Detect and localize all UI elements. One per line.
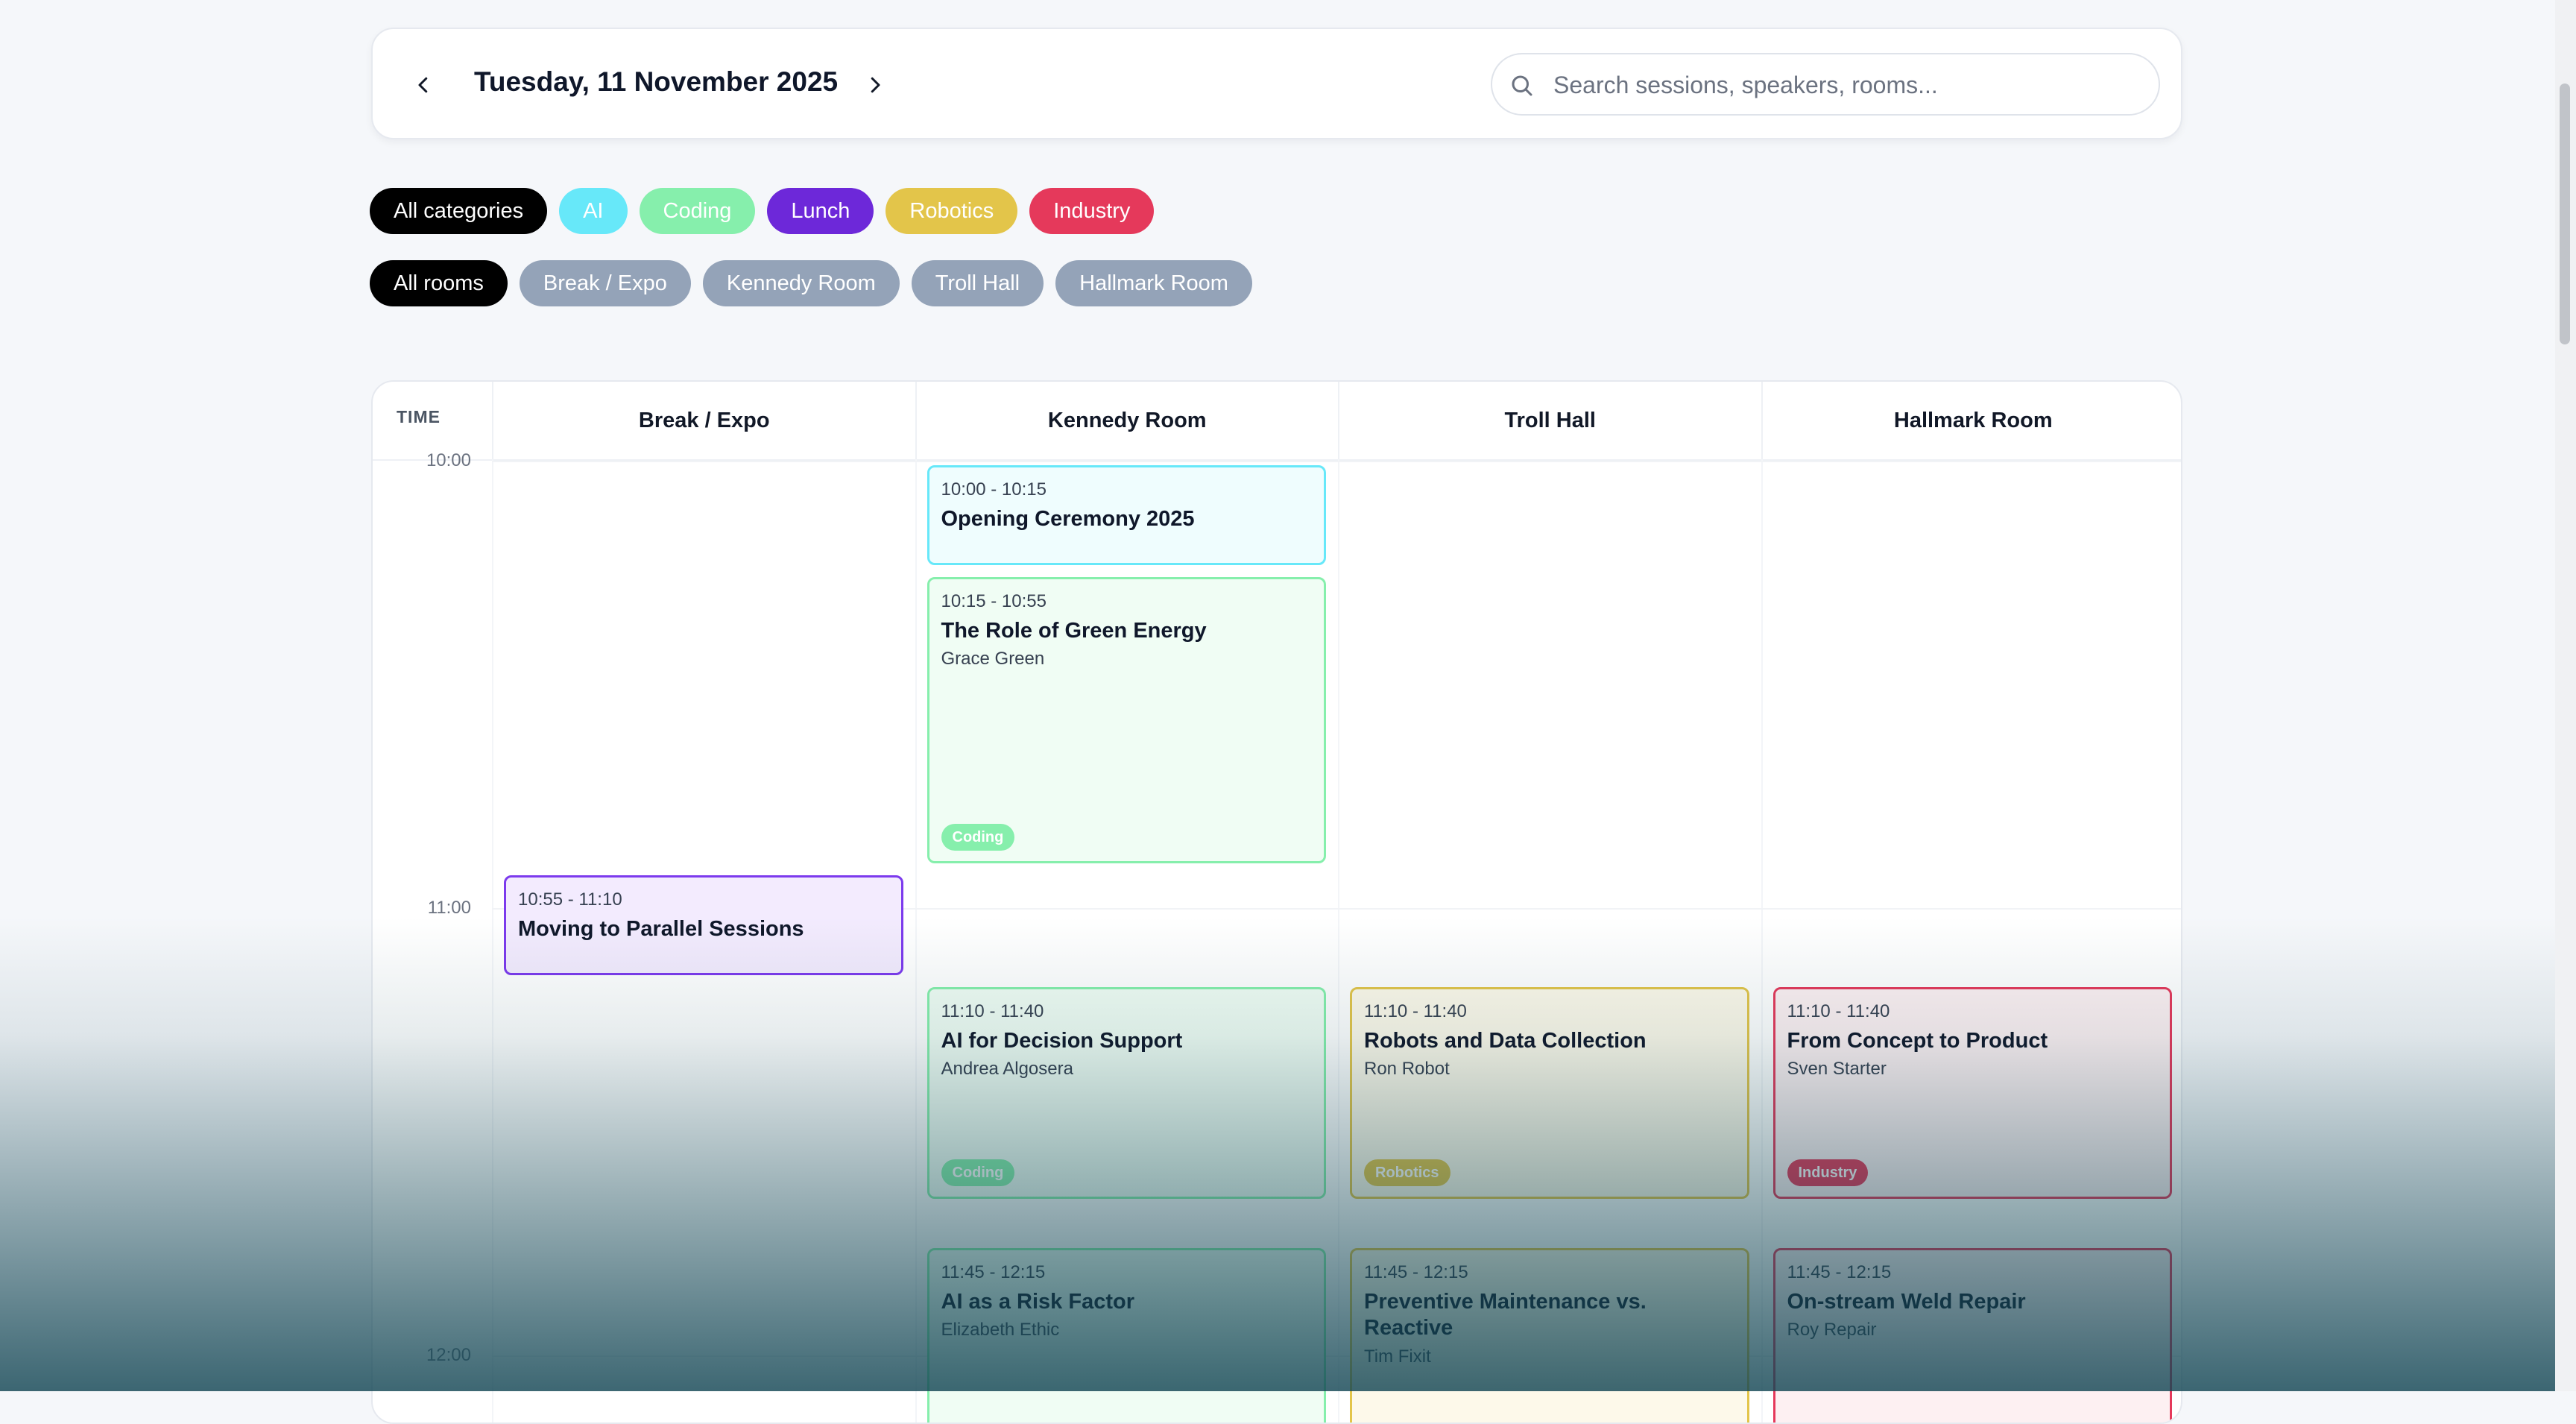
session-speaker: Andrea Algosera <box>941 1059 1073 1080</box>
category-chip-industry[interactable]: Industry <box>1029 188 1155 234</box>
session-card[interactable]: 11:45 - 12:15 Preventive Maintenance vs. … <box>1350 1248 1749 1423</box>
schedule-grid: TIME Break / Expo Kennedy Room Troll Hall H… <box>371 380 2182 1424</box>
room-header-kennedy-room: Kennedy Room <box>915 382 1339 459</box>
room-header-troll-hall: Troll Hall <box>1338 382 1761 459</box>
previous-day-button[interactable] <box>401 63 446 107</box>
session-speaker: Sven Starter <box>1787 1059 1887 1080</box>
chevron-right-icon <box>871 77 880 93</box>
time-column-header: TIME <box>397 407 441 426</box>
room-header-break-expo: Break / Expo <box>492 382 915 459</box>
session-title: AI for Decision Support <box>941 1029 1183 1053</box>
search-icon <box>1512 75 1532 96</box>
category-chip-lunch[interactable]: Lunch <box>767 188 874 234</box>
room-chip-all-rooms[interactable]: All rooms <box>370 260 508 306</box>
session-category-badge: Coding <box>941 824 1015 851</box>
session-title: Robots and Data Collection <box>1364 1029 1647 1053</box>
session-card[interactable]: 10:15 - 10:55 The Role of Green Energy Gra… <box>926 577 1326 863</box>
session-card[interactable]: 11:10 - 11:40 AI for Decision Support Andr… <box>926 987 1326 1199</box>
session-category-badge: Industry <box>1787 1159 1869 1186</box>
grid-header: TIME Break / Expo Kennedy Room Troll Hall H… <box>373 382 2181 461</box>
room-filter-row: All rooms Break / Expo Kennedy Room Troll H… <box>370 260 1252 306</box>
room-chip-troll-hall[interactable]: Troll Hall <box>911 260 1044 306</box>
session-time: 11:45 - 12:15 <box>1364 1262 1468 1282</box>
session-time: 10:00 - 10:15 <box>941 479 1046 500</box>
session-time: 11:10 - 11:40 <box>1364 1001 1467 1021</box>
date-header-card: Tuesday, 11 November 2025 <box>371 28 2182 139</box>
session-title: The Role of Green Energy <box>941 619 1207 643</box>
category-chip-all-categories[interactable]: All categories <box>370 188 548 234</box>
session-card[interactable]: 11:45 - 12:15 On-stream Weld Repair Roy Re… <box>1772 1248 2172 1423</box>
column-divider <box>1338 459 1339 1423</box>
time-label: 10:00 <box>426 450 471 470</box>
time-label: 12:00 <box>426 1345 471 1365</box>
session-time: 10:55 - 11:10 <box>518 889 622 910</box>
room-chip-hallmark-room[interactable]: Hallmark Room <box>1055 260 1252 306</box>
session-card[interactable]: 11:10 - 11:40 From Concept to Product Sven… <box>1772 987 2172 1199</box>
hour-line <box>492 908 2181 910</box>
category-chip-ai[interactable]: AI <box>559 188 628 234</box>
scrollbar-thumb[interactable] <box>2560 84 2570 344</box>
session-card[interactable]: 11:45 - 12:15 AI as a Risk Factor Elizabet… <box>926 1248 1326 1423</box>
session-speaker: Tim Fixit <box>1364 1346 1431 1367</box>
session-time: 11:45 - 12:15 <box>941 1262 1046 1282</box>
session-time: 11:10 - 11:40 <box>941 1001 1044 1021</box>
session-speaker: Roy Repair <box>1787 1320 1877 1340</box>
column-divider <box>1761 459 1763 1423</box>
session-title: Opening Ceremony 2025 <box>941 507 1195 531</box>
session-title: Moving to Parallel Sessions <box>518 917 804 941</box>
session-category-badge: Robotics <box>1364 1159 1450 1186</box>
session-speaker: Grace Green <box>941 649 1045 670</box>
category-chip-coding[interactable]: Coding <box>639 188 756 234</box>
session-card[interactable]: 10:00 - 10:15 Opening Ceremony 2025 <box>926 465 1326 565</box>
hour-line <box>492 461 2181 462</box>
session-title: From Concept to Product <box>1787 1029 2048 1053</box>
session-time: 11:10 - 11:40 <box>1787 1001 1890 1021</box>
room-header-hallmark-room: Hallmark Room <box>1761 382 2182 459</box>
session-card[interactable]: 11:10 - 11:40 Robots and Data Collection R… <box>1350 987 1749 1199</box>
category-chip-robotics[interactable]: Robotics <box>886 188 1018 234</box>
category-filter-row: All categories AI Coding Lunch Robotics Indus… <box>370 188 1155 234</box>
search-box[interactable] <box>1491 53 2160 116</box>
session-time: 10:15 - 10:55 <box>941 591 1046 611</box>
session-title: AI as a Risk Factor <box>941 1290 1135 1314</box>
session-speaker: Elizabeth Ethic <box>941 1320 1060 1340</box>
chevron-left-icon <box>418 77 428 93</box>
search-input[interactable] <box>1552 62 2136 108</box>
next-day-button[interactable] <box>853 63 897 107</box>
column-divider <box>492 459 493 1423</box>
session-title: Preventive Maintenance vs. Reactive <box>1364 1290 1647 1340</box>
session-speaker: Ron Robot <box>1364 1059 1450 1080</box>
column-divider <box>915 459 917 1423</box>
session-card[interactable]: 10:55 - 11:10 Moving to Parallel Sessions <box>504 875 903 975</box>
session-category-badge: Coding <box>941 1159 1015 1186</box>
time-label: 11:00 <box>427 898 471 918</box>
session-title: On-stream Weld Repair <box>1787 1290 2026 1314</box>
session-time: 11:45 - 12:15 <box>1787 1262 1892 1282</box>
room-chip-kennedy-room[interactable]: Kennedy Room <box>702 260 900 306</box>
room-chip-break-expo[interactable]: Break / Expo <box>519 260 691 306</box>
date-title: Tuesday, 11 November 2025 <box>474 66 839 97</box>
